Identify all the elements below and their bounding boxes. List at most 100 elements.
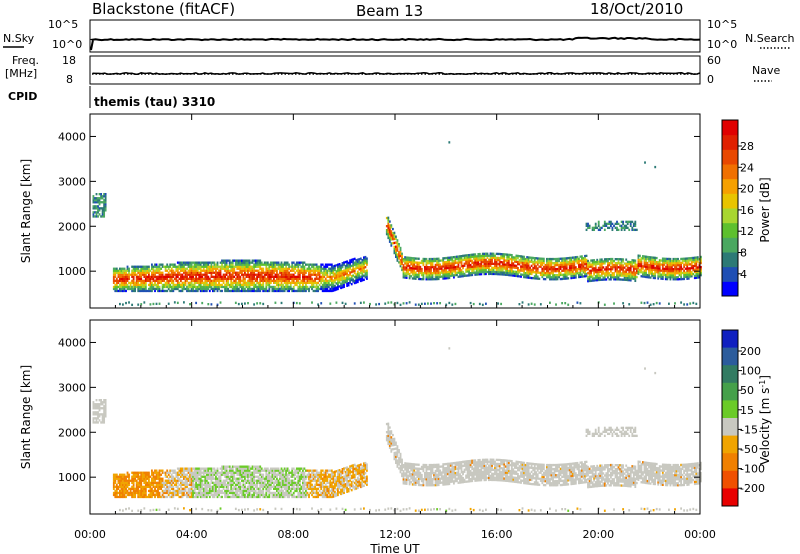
power-cell bbox=[492, 254, 495, 257]
power-cell bbox=[430, 259, 432, 263]
power-cell bbox=[134, 273, 137, 276]
power-cell bbox=[161, 271, 164, 274]
power-cell bbox=[190, 283, 193, 287]
power-cell bbox=[160, 275, 163, 279]
power-cell bbox=[317, 287, 320, 291]
power-cell bbox=[610, 257, 612, 261]
noise-panel: N.Sky 10^5 10^0 10^5 10^0 N.Search bbox=[3, 18, 795, 53]
velocity-cell bbox=[125, 491, 127, 495]
power-cell bbox=[488, 262, 490, 265]
power-cell bbox=[256, 277, 259, 281]
velocity-cell bbox=[115, 475, 118, 478]
power-cell bbox=[643, 275, 646, 278]
power-cell bbox=[632, 224, 635, 228]
power-cell bbox=[388, 228, 391, 231]
power-cell bbox=[346, 262, 349, 265]
power-cell bbox=[481, 258, 484, 262]
power-cell bbox=[417, 273, 420, 277]
power-cell bbox=[125, 301, 127, 305]
power-cell bbox=[533, 263, 536, 266]
power-cell bbox=[314, 271, 317, 274]
velocity-cell bbox=[149, 489, 152, 493]
power-cell bbox=[492, 268, 495, 272]
velocity-cell bbox=[189, 469, 191, 472]
power-cell bbox=[700, 257, 702, 261]
power-cell bbox=[297, 263, 300, 266]
velocity-cell bbox=[176, 475, 179, 478]
power-cell bbox=[542, 259, 545, 263]
power-cell bbox=[213, 265, 216, 268]
power-cell bbox=[308, 273, 310, 276]
power-cell bbox=[266, 277, 269, 281]
power-cell bbox=[579, 255, 582, 258]
power-cell bbox=[640, 301, 643, 304]
power-cell bbox=[341, 272, 344, 275]
power-cell bbox=[233, 287, 236, 291]
velocity-cell bbox=[186, 467, 188, 470]
velocity-cell bbox=[170, 475, 173, 478]
velocity-cell bbox=[166, 495, 169, 499]
power-cell bbox=[681, 259, 684, 263]
power-cell bbox=[623, 262, 626, 265]
velocity-cell bbox=[141, 491, 144, 495]
power-cell bbox=[398, 245, 400, 248]
power-cell bbox=[472, 267, 475, 270]
power-cell bbox=[207, 265, 210, 268]
power-cell bbox=[454, 257, 457, 261]
velocity-cell bbox=[227, 493, 230, 497]
power-cell bbox=[213, 283, 216, 287]
power-cell bbox=[178, 263, 181, 266]
power-cell bbox=[393, 231, 396, 235]
velocity-cell bbox=[120, 477, 123, 480]
power-cell bbox=[144, 289, 147, 293]
power-cell bbox=[677, 270, 679, 273]
power-cell bbox=[620, 272, 623, 275]
velocity-cell bbox=[172, 477, 175, 480]
power-cell bbox=[330, 285, 333, 289]
velocity-cell bbox=[221, 481, 223, 485]
power-cell bbox=[443, 265, 446, 268]
velocity-cell bbox=[195, 469, 198, 472]
power-cell bbox=[686, 265, 689, 268]
power-cell bbox=[120, 289, 123, 293]
power-cell bbox=[234, 283, 237, 287]
power-cell bbox=[186, 277, 188, 281]
velocity-cell bbox=[180, 489, 182, 493]
power-cell bbox=[692, 264, 695, 268]
power-cell bbox=[247, 269, 249, 272]
power-cell bbox=[198, 273, 201, 276]
velocity-cell bbox=[115, 491, 118, 495]
power-cell bbox=[151, 273, 153, 276]
power-cell bbox=[312, 273, 315, 276]
power-cell bbox=[431, 263, 434, 267]
power-cell bbox=[674, 274, 676, 277]
power-cell bbox=[283, 267, 286, 270]
velocity-cell bbox=[221, 485, 223, 489]
power-cell bbox=[244, 273, 246, 276]
power-cell bbox=[160, 289, 163, 293]
power-cell bbox=[112, 275, 115, 279]
velocity-cell bbox=[222, 473, 225, 476]
power-cell bbox=[530, 258, 533, 262]
power-cell bbox=[202, 277, 205, 281]
power-cell bbox=[628, 228, 631, 232]
power-cell bbox=[518, 271, 521, 274]
power-cell bbox=[286, 271, 289, 274]
power-cell bbox=[149, 281, 152, 285]
velocity-cell bbox=[184, 467, 187, 470]
power-cell bbox=[257, 263, 260, 266]
power-cell bbox=[215, 281, 217, 285]
velocity-cell bbox=[148, 475, 150, 478]
power-cell bbox=[94, 215, 96, 218]
power-cell bbox=[318, 287, 321, 291]
power-cell bbox=[626, 220, 629, 224]
power-cell bbox=[184, 275, 187, 279]
power-cell bbox=[225, 261, 228, 264]
power-cell bbox=[210, 281, 213, 285]
power-cell bbox=[517, 271, 519, 274]
power-cell bbox=[404, 266, 407, 269]
velocity-cell bbox=[167, 489, 170, 493]
power-cell bbox=[204, 287, 207, 291]
power-cell bbox=[343, 263, 345, 266]
velocity-cell bbox=[132, 491, 135, 495]
